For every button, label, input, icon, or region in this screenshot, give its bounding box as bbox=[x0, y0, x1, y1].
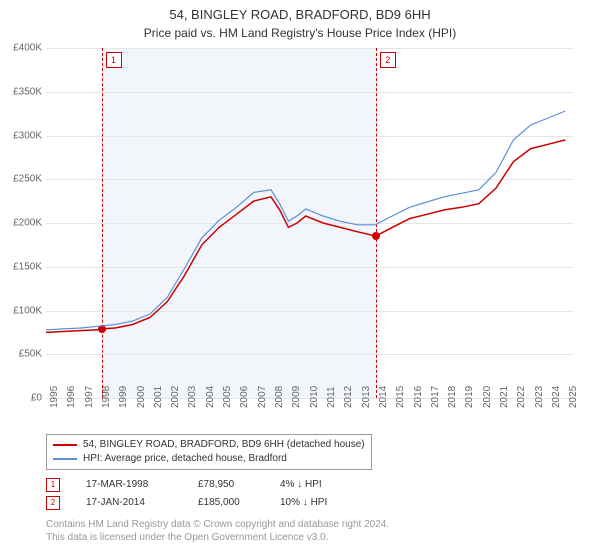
event-row: 2 17-JAN-2014 £185,000 10% ↓ HPI bbox=[46, 494, 350, 512]
event-pct: 4% ↓ HPI bbox=[280, 476, 350, 494]
y-axis-label: £250K bbox=[2, 174, 42, 185]
chart-container: 54, BINGLEY ROAD, BRADFORD, BD9 6HH Pric… bbox=[0, 0, 600, 560]
legend-item: 54, BINGLEY ROAD, BRADFORD, BD9 6HH (det… bbox=[53, 438, 365, 452]
series-hpi bbox=[46, 111, 565, 330]
event-price: £185,000 bbox=[198, 494, 254, 512]
legend-swatch bbox=[53, 444, 77, 446]
series-svg bbox=[46, 48, 574, 398]
y-axis-label: £150K bbox=[2, 261, 42, 272]
chart-subtitle: Price paid vs. HM Land Registry's House … bbox=[0, 24, 600, 40]
event-row: 1 17-MAR-1998 £78,950 4% ↓ HPI bbox=[46, 476, 350, 494]
legend-label: HPI: Average price, detached house, Brad… bbox=[83, 452, 287, 466]
y-axis-label: £350K bbox=[2, 86, 42, 97]
legend-swatch bbox=[53, 458, 77, 460]
legend: 54, BINGLEY ROAD, BRADFORD, BD9 6HH (det… bbox=[46, 434, 372, 470]
y-axis-label: £200K bbox=[2, 218, 42, 229]
event-number: 1 bbox=[46, 478, 60, 492]
chart-plot-area: £0£50K£100K£150K£200K£250K£300K£350K£400… bbox=[46, 48, 574, 398]
event-number: 2 bbox=[46, 496, 60, 510]
y-axis-label: £50K bbox=[2, 349, 42, 360]
y-axis-label: £0 bbox=[2, 393, 42, 404]
y-axis-label: £100K bbox=[2, 305, 42, 316]
footer-line2: This data is licensed under the Open Gov… bbox=[46, 531, 389, 544]
legend-item: HPI: Average price, detached house, Brad… bbox=[53, 452, 365, 466]
chart-title: 54, BINGLEY ROAD, BRADFORD, BD9 6HH bbox=[0, 0, 600, 24]
y-axis-label: £400K bbox=[2, 43, 42, 54]
y-axis-label: £300K bbox=[2, 130, 42, 141]
event-date: 17-MAR-1998 bbox=[86, 476, 172, 494]
event-pct: 10% ↓ HPI bbox=[280, 494, 350, 512]
series-price_paid bbox=[46, 140, 565, 333]
footer-line1: Contains HM Land Registry data © Crown c… bbox=[46, 518, 389, 531]
event-price: £78,950 bbox=[198, 476, 254, 494]
footer-attribution: Contains HM Land Registry data © Crown c… bbox=[46, 518, 389, 544]
event-date: 17-JAN-2014 bbox=[86, 494, 172, 512]
legend-label: 54, BINGLEY ROAD, BRADFORD, BD9 6HH (det… bbox=[83, 438, 365, 452]
events-table: 1 17-MAR-1998 £78,950 4% ↓ HPI 2 17-JAN-2014 £… bbox=[46, 476, 350, 512]
